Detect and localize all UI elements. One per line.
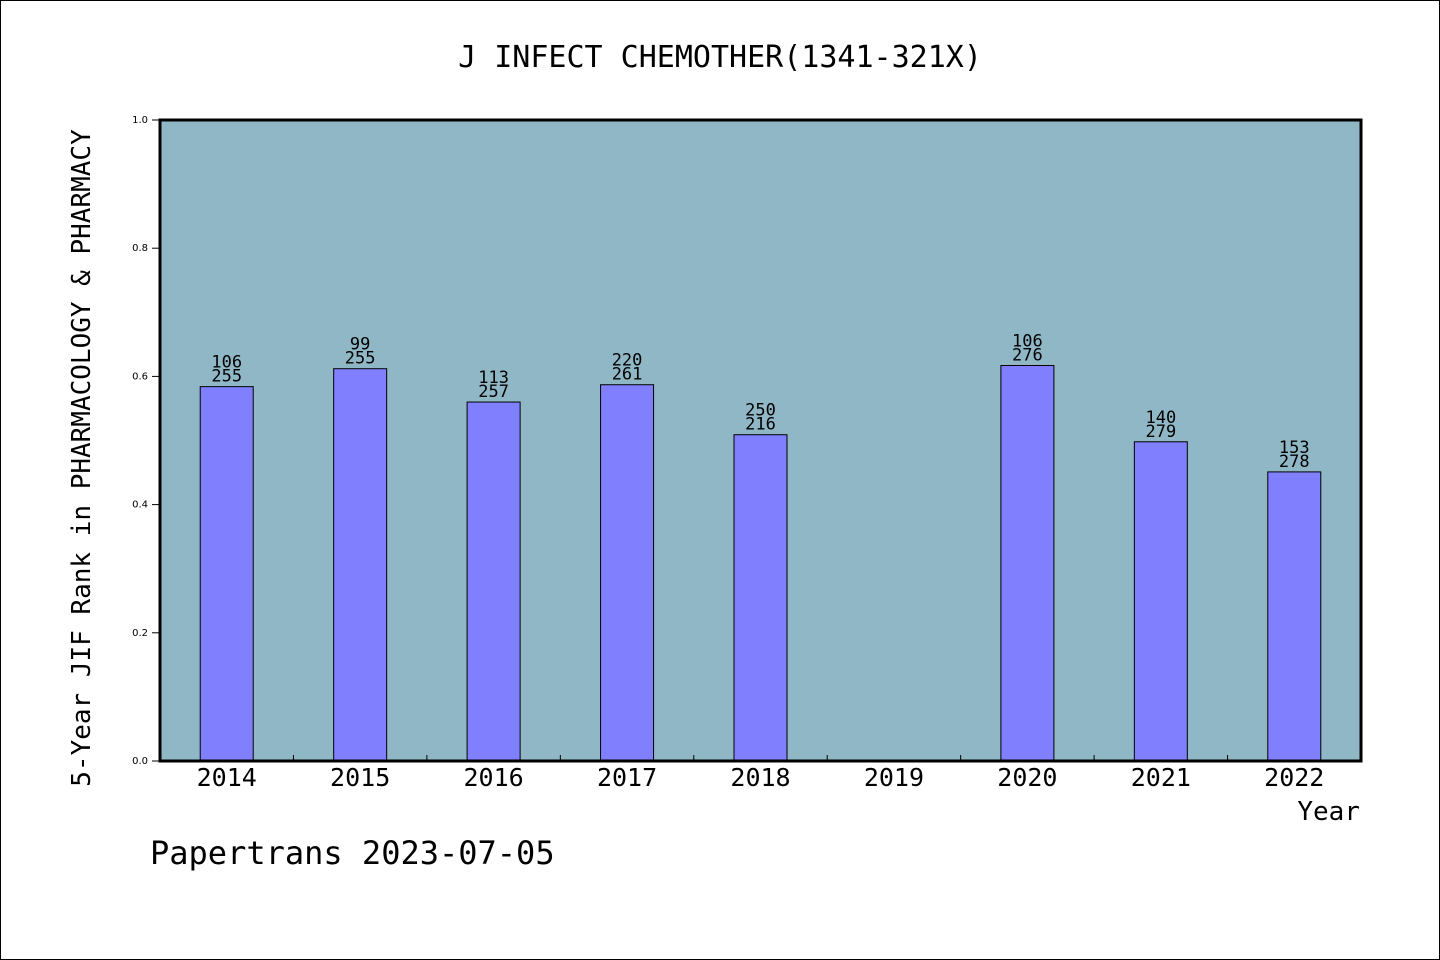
y-axis-ticks: 0.0 0.2 0.4 0.6 0.8 1.0 <box>132 115 160 767</box>
x-tick-label-2017: 2017 <box>597 763 657 792</box>
bar-2020 <box>1000 365 1055 762</box>
bar-rank-label: 106 <box>1012 332 1043 352</box>
x-tick-label-2018: 2018 <box>730 763 790 792</box>
x-tick-label-2016: 2016 <box>464 763 524 792</box>
x-tick-label-2015: 2015 <box>330 763 390 792</box>
y-tick-label: 1.0 <box>132 115 148 126</box>
bar-rank-label: 99 <box>350 335 370 355</box>
bar-total-label: 257 <box>478 382 509 402</box>
bar-2018 <box>733 434 788 762</box>
y-tick-label: 0.8 <box>132 243 148 254</box>
bar-labels: 1062559925511325722026125021610627614027… <box>211 332 1309 472</box>
chart-title: J INFECT CHEMOTHER(1341-321X) <box>458 40 982 75</box>
bar-rank-label: 153 <box>1279 438 1310 458</box>
bar-2021 <box>1133 441 1188 762</box>
y-axis-label: 5-Year JIF Rank in PHARMACOLOGY & PHARMA… <box>67 129 97 787</box>
footer-credit: Papertrans 2023-07-05 <box>150 834 555 872</box>
x-tick-label-2020: 2020 <box>997 763 1057 792</box>
bar-total-label: 278 <box>1279 452 1310 472</box>
bar-total-label: 261 <box>612 365 643 385</box>
bar-2022 <box>1267 471 1322 762</box>
bar-rank-label: 220 <box>612 351 643 371</box>
bar-rank-label: 250 <box>745 401 776 421</box>
x-axis-label: Year <box>1297 797 1360 827</box>
bar-total-label: 255 <box>211 367 242 387</box>
x-tick-label-2014: 2014 <box>197 763 257 792</box>
y-tick-label: 0.0 <box>132 756 148 767</box>
x-tick-label-2022: 2022 <box>1264 763 1324 792</box>
bar-rank-label: 140 <box>1145 408 1176 428</box>
x-tick-label-2021: 2021 <box>1131 763 1191 792</box>
bar-2017 <box>600 384 655 762</box>
x-axis-ticks: 2014 2015 2016 2017 2018 2019 2020 2021 2022 <box>197 755 1324 792</box>
y-tick-label: 0.4 <box>132 500 148 511</box>
plot-border <box>158 118 1363 763</box>
bar-total-label: 255 <box>345 349 376 369</box>
bar-rank-label: 113 <box>478 368 509 388</box>
bar-total-label: 279 <box>1145 422 1176 442</box>
bars <box>199 365 1322 762</box>
bar-2015 <box>333 368 388 762</box>
bar-rank-label: 106 <box>211 353 242 373</box>
bar-2016 <box>466 401 521 762</box>
bar-total-label: 276 <box>1012 346 1043 366</box>
bar-2014 <box>199 386 254 762</box>
y-tick-label: 0.6 <box>132 371 148 382</box>
bar-total-label: 216 <box>745 415 776 435</box>
y-tick-label: 0.2 <box>132 628 148 639</box>
x-tick-label-2019: 2019 <box>864 763 924 792</box>
